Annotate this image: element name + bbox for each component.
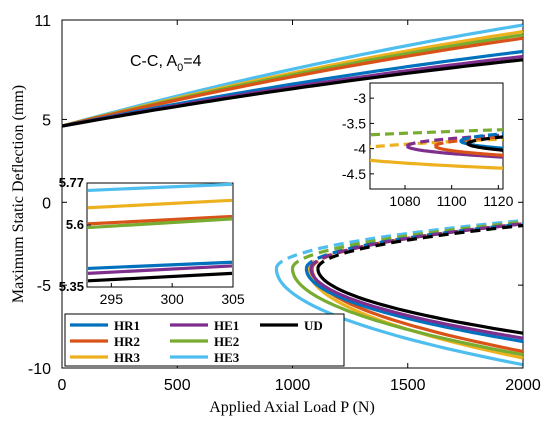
inset-right-x-tick-label-1080: 1080 (389, 193, 420, 209)
stable-branch-ud (316, 268, 524, 335)
unstable-branch-ud (316, 223, 524, 269)
stable-branch-he2 (290, 268, 524, 357)
annotation-tail: =4 (183, 53, 201, 70)
y-tick-label--10: -10 (28, 361, 51, 378)
inset-left-line-he2 (87, 217, 233, 230)
unstable-branch-he1 (309, 222, 524, 269)
x-tick-label-500: 500 (164, 377, 191, 394)
inset-right-unstable-hr2 (433, 135, 503, 147)
inset-left-x-tick-label-300: 300 (160, 291, 184, 307)
annotation-main: C-C, A (130, 53, 177, 70)
inset-right-stable-hr3 (370, 158, 503, 170)
inset-left-line-he1 (87, 264, 233, 275)
annotation-subscript: 0 (177, 62, 183, 74)
unstable-branch-he2 (290, 220, 524, 269)
inset-left-y-tick-label-5-77: 5.77 (59, 175, 84, 190)
upper-branch-ud (61, 58, 524, 128)
upper-branch-hr2 (61, 36, 524, 128)
inset-right: 1080 1100 1120 -3 -3.5 -4 -4.5 (342, 82, 514, 209)
legend-label-he3: HE3 (214, 350, 240, 365)
inset-left: 295 300 305 5.77 5.6 5.35 (59, 175, 245, 307)
unstable-branch-hr2 (310, 222, 524, 269)
y-axis-label: Maximum Static Deflection (mm) (10, 85, 27, 303)
annotation-text: C-C, A0=4 (130, 53, 202, 74)
inset-right-y-tick-label--4: -4 (354, 141, 367, 157)
inset-right-stable-hr2 (433, 145, 503, 157)
legend-label-hr2: HR2 (114, 334, 140, 349)
inset-right-y-tick-label--3: -3 (354, 90, 367, 106)
legend-label-ud: UD (304, 318, 323, 333)
x-tick-label-1000: 1000 (275, 377, 311, 394)
stable-branch-hr1 (304, 268, 524, 344)
x-tick-label-2000: 2000 (505, 377, 541, 394)
legend-label-he2: HE2 (214, 334, 239, 349)
y-tick-label-0: 0 (42, 195, 51, 212)
inset-right-y-tick-label--4-5: -4.5 (342, 166, 366, 182)
inset-right-x-tick-label-1120: 1120 (483, 193, 513, 209)
inset-right-unstable-ud (466, 135, 503, 145)
inset-left-line-hr1 (87, 260, 233, 271)
inset-left-x-tick-label-305: 305 (221, 291, 245, 307)
inset-left-line-hr2 (87, 214, 233, 226)
legend-label-hr3: HR3 (114, 350, 141, 365)
inset-left-line-hr3 (87, 198, 233, 210)
x-tick-label-1500: 1500 (390, 377, 426, 394)
inset-right-unstable-hr1 (459, 132, 503, 142)
unstable-branch-he3 (274, 218, 524, 269)
inset-right-x-tick-label-1100: 1100 (437, 193, 467, 209)
inset-right-stable-ud (466, 142, 503, 152)
y-tick-label-11: 11 (34, 13, 51, 30)
x-axis-label: Applied Axial Load P (N) (209, 399, 375, 416)
inset-right-y-tick-label--3-5: -3.5 (342, 115, 366, 131)
legend-label-he1: HE1 (214, 318, 239, 333)
inset-left-y-tick-label-5-6: 5.6 (66, 217, 84, 232)
inset-right-stable-he1 (405, 145, 503, 159)
y-tick-label--5: -5 (37, 278, 51, 295)
inset-left-line-ud (87, 271, 233, 283)
inset-left-x-tick-label-295: 295 (100, 291, 124, 307)
stable-branch-he1 (309, 268, 524, 340)
main-curves (61, 23, 524, 367)
legend-label-hr1: HR1 (114, 318, 140, 333)
inset-left-y-tick-label-5-35: 5.35 (59, 279, 84, 294)
main-ticks: 0 500 1000 1500 2000 -10 -5 0 5 11 (28, 13, 541, 394)
y-tick-label-5: 5 (42, 112, 51, 129)
inset-left-line-he3 (87, 182, 233, 193)
x-tick-label-0: 0 (58, 377, 67, 394)
